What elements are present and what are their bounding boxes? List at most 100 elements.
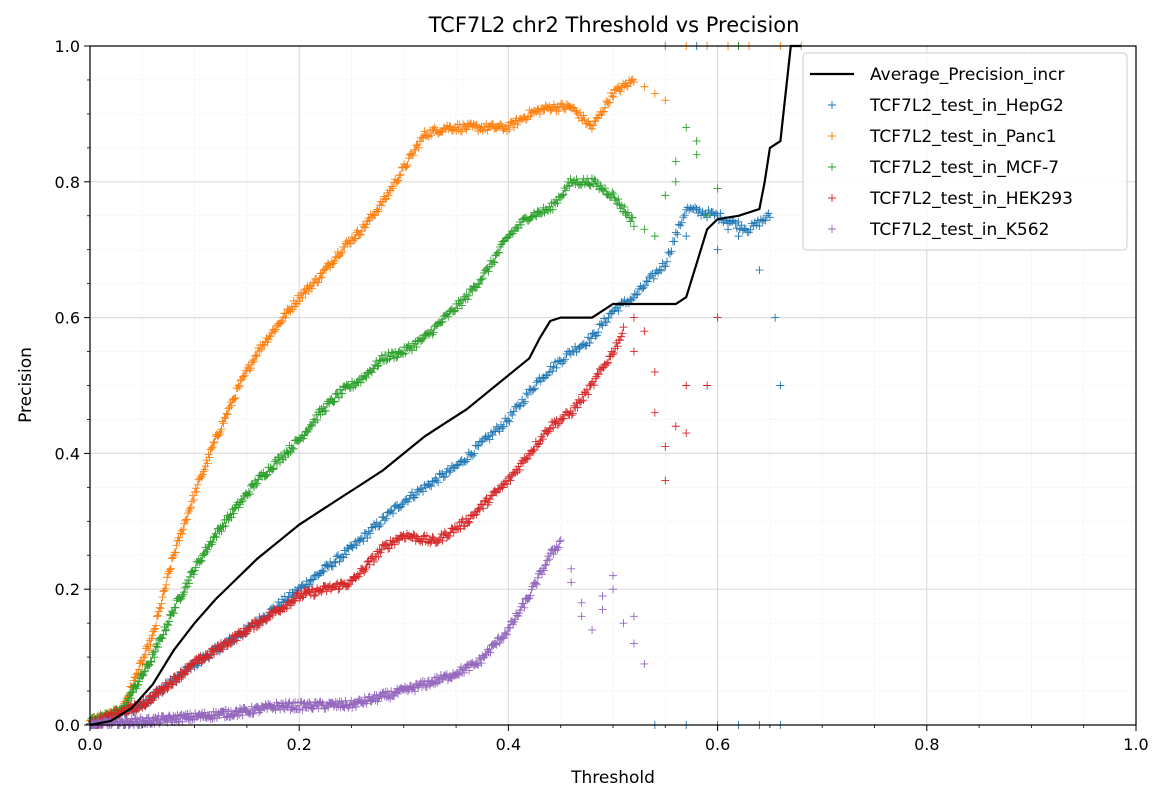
data-point [464, 517, 473, 526]
data-point [703, 381, 712, 390]
data-point [156, 604, 165, 613]
data-point [169, 609, 178, 618]
data-point [713, 313, 722, 322]
data-point [560, 105, 569, 114]
data-point [231, 632, 240, 641]
data-point [629, 639, 638, 648]
data-point [661, 191, 670, 200]
data-point [609, 571, 617, 580]
data-point [262, 471, 271, 480]
data-point [334, 585, 343, 594]
data-point [403, 161, 412, 170]
data-point [599, 107, 608, 116]
data-point [650, 232, 659, 241]
data-point [272, 459, 281, 468]
data-point [317, 273, 326, 282]
data-point [627, 296, 636, 305]
data-point [217, 425, 226, 434]
y-tick-label: 0.8 [55, 173, 80, 192]
data-point [613, 342, 622, 351]
data-point [187, 660, 196, 669]
data-point [388, 184, 397, 193]
data-point [236, 628, 245, 637]
data-point [300, 285, 309, 294]
data-point [163, 573, 172, 582]
data-point [435, 535, 444, 544]
data-point [198, 551, 207, 560]
data-point [572, 107, 581, 116]
data-point [657, 266, 666, 275]
data-point [398, 500, 407, 509]
data-point [423, 132, 432, 140]
data-point [134, 704, 143, 713]
data-point [541, 561, 550, 570]
data-point [351, 574, 360, 583]
data-point [380, 516, 389, 525]
data-point [620, 202, 629, 211]
data-point [355, 569, 364, 578]
data-point [480, 652, 489, 661]
data-point [175, 536, 184, 545]
data-point [498, 483, 507, 492]
data-point [227, 513, 236, 522]
data-point [477, 659, 486, 668]
data-point [262, 616, 271, 625]
data-point [186, 665, 195, 674]
data-point [713, 184, 722, 193]
data-point [601, 184, 610, 193]
data-point [175, 675, 184, 684]
data-point [328, 562, 337, 571]
data-point [393, 177, 402, 186]
data-point [765, 213, 774, 222]
data-point [671, 177, 680, 186]
data-point [374, 552, 383, 561]
data-point [523, 390, 532, 399]
data-point [405, 531, 414, 540]
data-point [605, 98, 614, 107]
data-point [210, 438, 219, 447]
data-point [453, 304, 462, 313]
data-point [392, 353, 401, 362]
data-point [587, 334, 596, 343]
data-point [418, 335, 427, 344]
data-point [339, 382, 348, 391]
data-point [366, 554, 375, 563]
legend-label: Average_Precision_incr [870, 65, 1065, 85]
data-point [577, 598, 586, 607]
data-point [218, 645, 227, 654]
data-point [395, 171, 404, 180]
data-point [203, 459, 212, 468]
data-point [432, 476, 441, 485]
data-point [194, 653, 203, 662]
data-point [409, 683, 418, 692]
data-point [516, 606, 525, 615]
data-point [186, 503, 195, 512]
data-point [453, 523, 462, 532]
data-point [197, 658, 206, 667]
series-TCF7L2_test_in_HEK293 [86, 313, 722, 729]
data-point [249, 709, 258, 718]
data-point [166, 564, 175, 573]
data-point [197, 557, 206, 566]
data-point [461, 457, 470, 466]
data-point [300, 431, 309, 440]
data-point [384, 544, 393, 553]
data-point [724, 225, 733, 234]
data-point [447, 524, 456, 533]
data-point [189, 660, 198, 669]
data-point [382, 539, 391, 548]
data-point [192, 487, 201, 496]
data-point [196, 556, 205, 565]
data-point [579, 111, 588, 120]
data-point [432, 673, 441, 682]
data-point [288, 704, 297, 713]
data-point [314, 278, 323, 287]
data-point [141, 719, 150, 728]
data-point [357, 227, 366, 236]
data-point [191, 484, 200, 493]
y-tick-label: 0.6 [55, 309, 80, 328]
data-point [526, 591, 535, 600]
data-point [353, 226, 362, 235]
data-point [222, 409, 231, 418]
data-point [171, 603, 180, 612]
